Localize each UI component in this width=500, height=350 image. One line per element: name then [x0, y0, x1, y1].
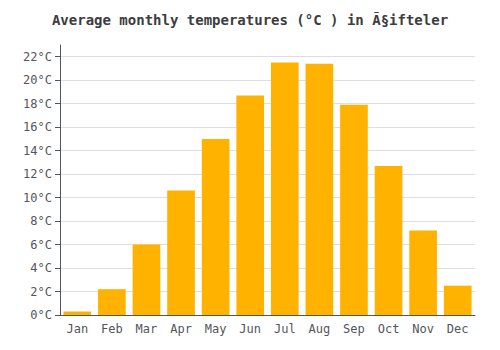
- svg-text:6°C: 6°C: [30, 238, 52, 252]
- svg-text:10°C: 10°C: [23, 191, 52, 205]
- svg-text:Sep: Sep: [343, 322, 365, 336]
- svg-text:0°C: 0°C: [30, 308, 52, 322]
- svg-text:16°C: 16°C: [23, 120, 52, 134]
- svg-text:Oct: Oct: [378, 322, 400, 336]
- svg-text:22°C: 22°C: [23, 50, 52, 64]
- svg-text:14°C: 14°C: [23, 144, 52, 158]
- svg-text:12°C: 12°C: [23, 167, 52, 181]
- svg-text:Nov: Nov: [412, 322, 434, 336]
- svg-text:May: May: [205, 322, 227, 336]
- svg-text:20°C: 20°C: [23, 73, 52, 87]
- svg-text:Mar: Mar: [136, 322, 158, 336]
- svg-text:Jun: Jun: [239, 322, 261, 336]
- svg-text:4°C: 4°C: [30, 261, 52, 275]
- svg-text:Average monthly temperatures (: Average monthly temperatures (°C ) in Ã§…: [52, 12, 448, 28]
- svg-text:Jan: Jan: [66, 322, 88, 336]
- svg-text:Dec: Dec: [447, 322, 469, 336]
- svg-text:Aug: Aug: [309, 322, 331, 336]
- svg-text:18°C: 18°C: [23, 97, 52, 111]
- svg-text:2°C: 2°C: [30, 285, 52, 299]
- svg-text:Feb: Feb: [101, 322, 123, 336]
- svg-text:Apr: Apr: [170, 322, 192, 336]
- svg-text:8°C: 8°C: [30, 214, 52, 228]
- svg-text:Jul: Jul: [274, 322, 296, 336]
